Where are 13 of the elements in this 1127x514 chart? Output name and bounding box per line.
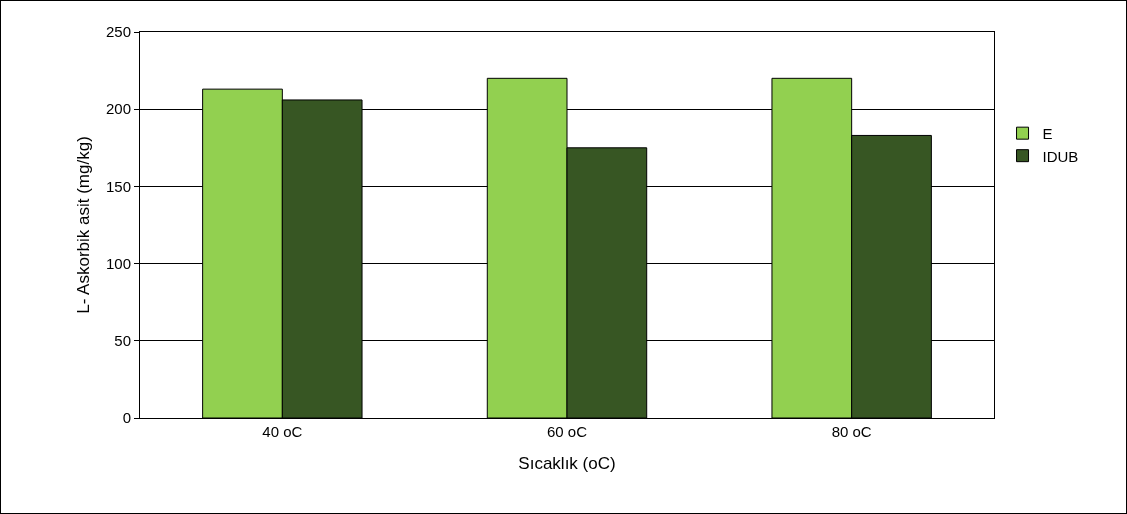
y-tick-label: 200	[105, 100, 131, 118]
x-axis-title: Sıcaklık (oC)	[518, 454, 616, 474]
legend-label: E	[1042, 125, 1053, 143]
y-tick-label: 0	[122, 409, 131, 427]
y-tick-label: 100	[105, 254, 131, 272]
y-tick-label: 50	[114, 332, 131, 350]
x-tick-label: 60 oC	[546, 423, 588, 440]
legend-label: IDUB	[1042, 147, 1079, 165]
x-tick-label: 40 oC	[262, 423, 303, 440]
x-tick-label: 80 oC	[831, 423, 872, 440]
y-tick-label: 150	[105, 177, 131, 195]
y-axis-title: L- Askorbik asit (mg/kg)	[73, 136, 93, 314]
y-tick-label: 250	[105, 23, 131, 41]
